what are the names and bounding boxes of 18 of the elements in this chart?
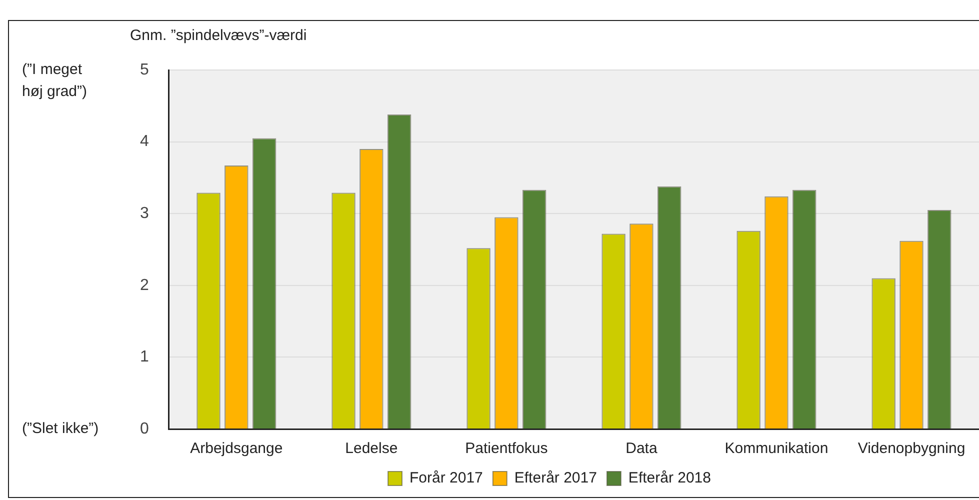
x-tick-label: Patientfokus: [465, 440, 548, 458]
legend-label: Efterår 2017: [514, 470, 597, 487]
x-tick-label: Arbejdsgange: [190, 440, 283, 458]
y-tick-label: 3: [140, 205, 149, 222]
x-tick-label: Videnopbygning: [858, 440, 966, 458]
text: (”I meget høj grad”): [22, 61, 88, 100]
y-tick-label: 4: [140, 133, 149, 150]
legend-label: Forår 2017: [410, 470, 483, 487]
x-tick-label: Data: [626, 440, 658, 458]
text: (”Slet ikke”): [22, 420, 99, 438]
y-tick-label: 0: [140, 420, 149, 438]
x-tick-label: Kommunikation: [724, 440, 828, 458]
y-tick-label: 5: [140, 61, 149, 78]
y-tick-label: 2: [140, 276, 149, 294]
legend-label: Efterår 2018: [628, 470, 711, 487]
y-axis-title: Gnm. ”spindelvævs”-værdi: [130, 27, 307, 44]
y-tick-label: 1: [140, 348, 149, 366]
x-tick-label: Ledelse: [345, 440, 398, 458]
